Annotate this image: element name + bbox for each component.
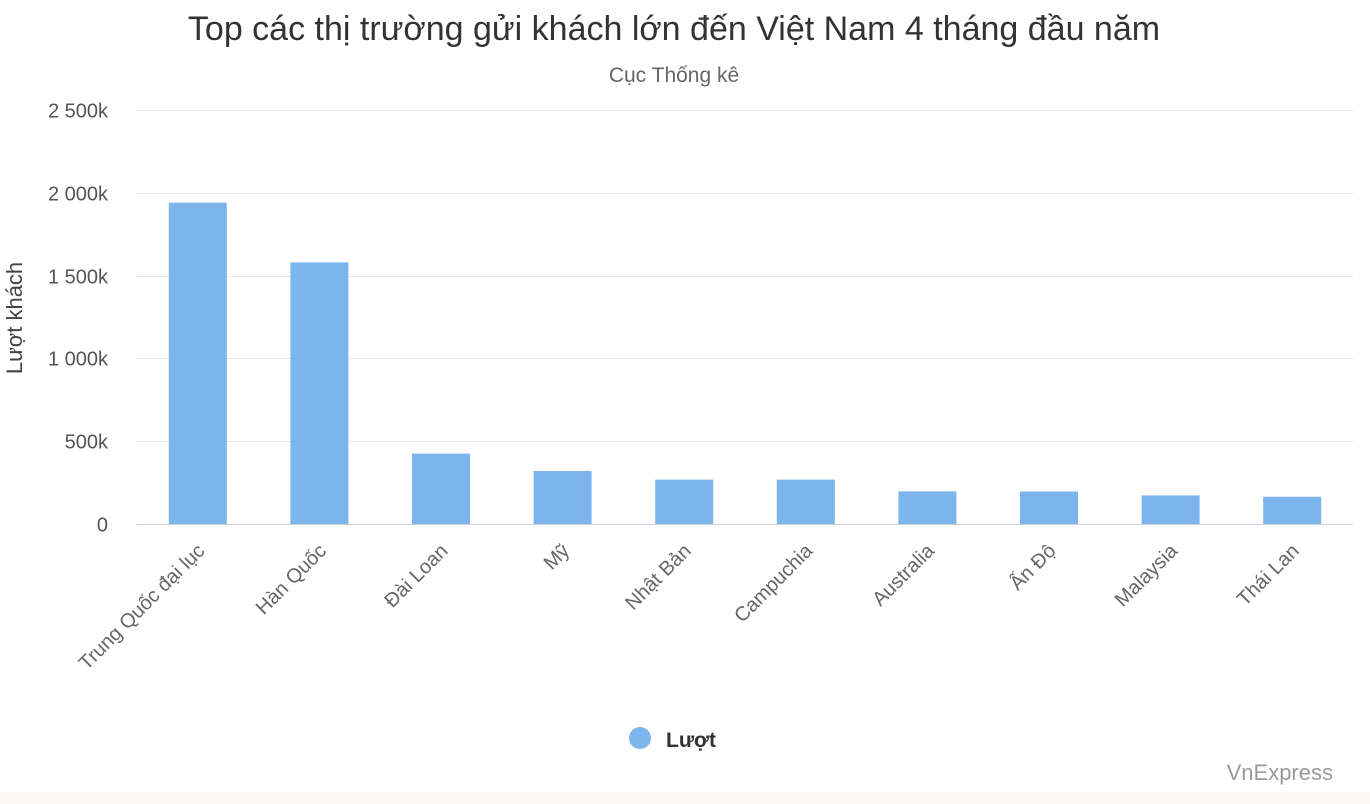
bar[interactable] [655, 479, 714, 524]
y-tick-label: 2 000k [48, 184, 109, 206]
y-tick-label: 500k [65, 432, 109, 454]
x-tick-label: Malaysia [1111, 539, 1183, 611]
legend-marker [629, 727, 651, 749]
bar[interactable] [533, 471, 592, 524]
bar[interactable] [412, 453, 470, 524]
x-tick-label: Thái Lan [1233, 540, 1304, 611]
y-tick-label: 1 500k [48, 267, 109, 289]
x-tick-label: Mỹ [540, 540, 574, 574]
bar[interactable] [168, 202, 227, 524]
bar[interactable] [290, 262, 349, 524]
chart-credit[interactable]: VnExpress [1227, 760, 1333, 785]
x-axis-ticks: Trung Quốc đại lục Hàn Quốc Đài Loan Mỹ Nhật… [75, 539, 1304, 674]
y-tick-label: 1 000k [48, 349, 109, 371]
chart-subtitle: Cục Thống kê [609, 64, 739, 87]
y-tick-label: 2 500k [48, 101, 109, 123]
x-tick-label: Đài Loan [380, 540, 452, 612]
legend[interactable]: Lượt [629, 727, 716, 752]
y-axis-ticks: 0 500k 1 000k 1 500k 2 000k 2 500k [48, 101, 109, 537]
x-tick-label: Nhật Bản [621, 540, 696, 615]
x-tick-label: Australia [868, 539, 939, 610]
bar[interactable] [776, 479, 835, 524]
x-tick-label: Trung Quốc đại lục [75, 540, 210, 675]
bar[interactable] [1263, 496, 1322, 524]
bar[interactable] [898, 491, 957, 524]
x-tick-label: Hàn Quốc [252, 540, 331, 619]
x-tick-label: Ấn Độ [1005, 539, 1061, 595]
bar[interactable] [1141, 495, 1200, 524]
bar[interactable] [1020, 491, 1078, 525]
bars [168, 202, 1322, 525]
y-axis-title: Lượt khách [2, 262, 27, 374]
chart-title: Top các thị trường gửi khách lớn đến Việ… [188, 10, 1160, 48]
y-tick-label: 0 [97, 515, 108, 537]
x-tick-label: Campuchia [730, 539, 818, 627]
legend-label[interactable]: Lượt [666, 729, 716, 752]
